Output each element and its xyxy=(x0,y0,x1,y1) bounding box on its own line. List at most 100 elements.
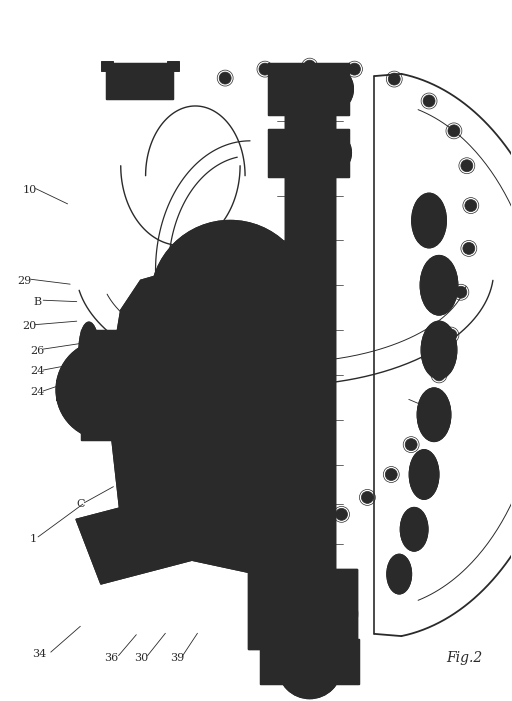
Ellipse shape xyxy=(79,384,99,435)
Bar xyxy=(116,69,163,91)
Circle shape xyxy=(290,647,330,687)
Circle shape xyxy=(247,362,257,372)
Circle shape xyxy=(302,659,317,674)
Circle shape xyxy=(103,62,111,70)
Circle shape xyxy=(86,408,92,415)
Circle shape xyxy=(448,125,460,137)
Bar xyxy=(56,380,106,400)
Circle shape xyxy=(126,288,170,332)
Text: 24: 24 xyxy=(30,367,44,376)
Circle shape xyxy=(262,566,357,662)
Circle shape xyxy=(151,221,310,380)
Circle shape xyxy=(325,148,334,158)
Polygon shape xyxy=(76,489,215,584)
Bar xyxy=(81,330,210,440)
Circle shape xyxy=(156,295,165,305)
Ellipse shape xyxy=(79,363,99,416)
Ellipse shape xyxy=(409,449,439,499)
Circle shape xyxy=(461,160,473,172)
Text: 10: 10 xyxy=(22,185,36,195)
Circle shape xyxy=(101,371,108,378)
Circle shape xyxy=(361,491,373,503)
Circle shape xyxy=(282,254,291,264)
Bar xyxy=(248,569,357,649)
Ellipse shape xyxy=(420,255,458,315)
Circle shape xyxy=(208,408,222,422)
Circle shape xyxy=(170,240,290,360)
Text: 36: 36 xyxy=(104,653,118,662)
Bar xyxy=(106,63,174,99)
Circle shape xyxy=(101,402,108,409)
Circle shape xyxy=(295,295,305,305)
Bar xyxy=(106,63,174,99)
Bar xyxy=(260,639,359,683)
Circle shape xyxy=(304,608,316,620)
Circle shape xyxy=(433,369,445,381)
Bar xyxy=(268,129,350,177)
Bar xyxy=(268,63,350,115)
Bar xyxy=(285,69,334,649)
Circle shape xyxy=(278,635,342,699)
Circle shape xyxy=(108,386,114,393)
Text: 30: 30 xyxy=(134,653,148,662)
Circle shape xyxy=(63,386,71,393)
Circle shape xyxy=(131,322,166,358)
Bar xyxy=(268,129,350,177)
Ellipse shape xyxy=(387,554,412,594)
Bar xyxy=(56,380,106,400)
Circle shape xyxy=(247,229,257,239)
Circle shape xyxy=(282,336,291,346)
Circle shape xyxy=(196,266,265,335)
Circle shape xyxy=(386,468,397,480)
Circle shape xyxy=(56,340,156,440)
Circle shape xyxy=(204,362,214,372)
Circle shape xyxy=(455,286,467,298)
Circle shape xyxy=(136,470,176,510)
Circle shape xyxy=(308,131,351,175)
Circle shape xyxy=(70,402,77,409)
Text: 26: 26 xyxy=(30,346,44,355)
Circle shape xyxy=(423,95,435,107)
Circle shape xyxy=(306,518,317,530)
Circle shape xyxy=(465,200,477,212)
Text: B: B xyxy=(33,297,41,306)
Circle shape xyxy=(204,229,214,239)
Text: 39: 39 xyxy=(170,653,184,662)
Ellipse shape xyxy=(412,193,446,248)
Circle shape xyxy=(71,355,141,425)
Bar xyxy=(81,330,210,440)
Circle shape xyxy=(70,371,77,378)
Circle shape xyxy=(276,580,344,648)
Bar xyxy=(268,63,350,115)
Circle shape xyxy=(349,63,360,75)
Bar xyxy=(260,639,359,683)
Circle shape xyxy=(178,377,253,453)
Circle shape xyxy=(274,520,286,532)
Circle shape xyxy=(335,508,348,520)
Circle shape xyxy=(421,406,433,418)
Text: 2: 2 xyxy=(441,409,448,418)
Circle shape xyxy=(306,65,353,113)
Circle shape xyxy=(140,503,172,536)
Circle shape xyxy=(172,62,179,70)
Text: 20: 20 xyxy=(22,321,36,331)
Text: C: C xyxy=(76,499,84,509)
Circle shape xyxy=(219,72,231,84)
Circle shape xyxy=(405,439,417,451)
Circle shape xyxy=(292,596,328,632)
Circle shape xyxy=(445,329,457,341)
Circle shape xyxy=(246,513,258,525)
Bar xyxy=(167,61,179,71)
Circle shape xyxy=(90,374,122,406)
Ellipse shape xyxy=(79,322,99,378)
Circle shape xyxy=(259,63,271,75)
Text: 24: 24 xyxy=(30,388,44,397)
Circle shape xyxy=(463,243,475,254)
Text: Fig.2: Fig.2 xyxy=(446,651,483,665)
Ellipse shape xyxy=(421,321,457,379)
Polygon shape xyxy=(111,240,330,579)
Circle shape xyxy=(86,365,92,372)
Ellipse shape xyxy=(400,508,428,551)
Text: 29: 29 xyxy=(17,275,31,286)
Circle shape xyxy=(169,336,179,346)
